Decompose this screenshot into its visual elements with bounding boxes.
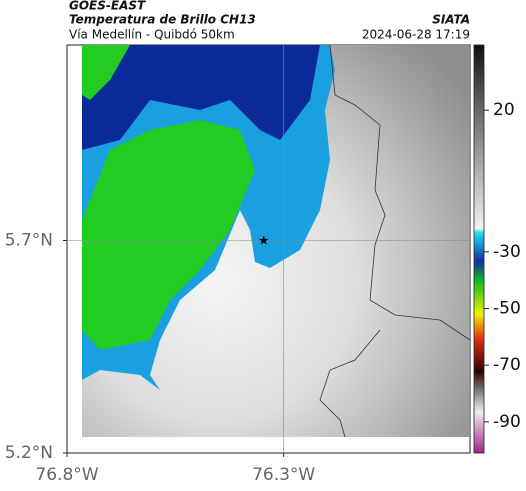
- location: Vía Medellín - Quibdó 50km: [69, 28, 235, 42]
- subtitle: Temperatura de Brillo CH13: [69, 13, 256, 27]
- x-tick-label: 76.3°W: [252, 465, 315, 485]
- title: GOES-EAST: [69, 0, 146, 13]
- colorbar-tick-label: -50: [493, 299, 521, 319]
- location-marker: [259, 235, 269, 245]
- y-tick-label: 5.7°N: [5, 231, 53, 251]
- satellite-image: [82, 44, 471, 438]
- colorbar-tick-label: 20: [493, 100, 515, 120]
- y-tick-label: 5.2°N: [5, 443, 53, 463]
- x-tick-label: 76.8°W: [35, 465, 98, 485]
- colorbar-tick-label: -90: [493, 412, 521, 432]
- colorbar: [473, 44, 485, 454]
- timestamp: 2024-06-28 17:19: [362, 28, 470, 42]
- source: SIATA: [432, 13, 470, 27]
- colorbar-tick-label: -30: [493, 242, 521, 262]
- colorbar-tick-label: -70: [493, 355, 521, 375]
